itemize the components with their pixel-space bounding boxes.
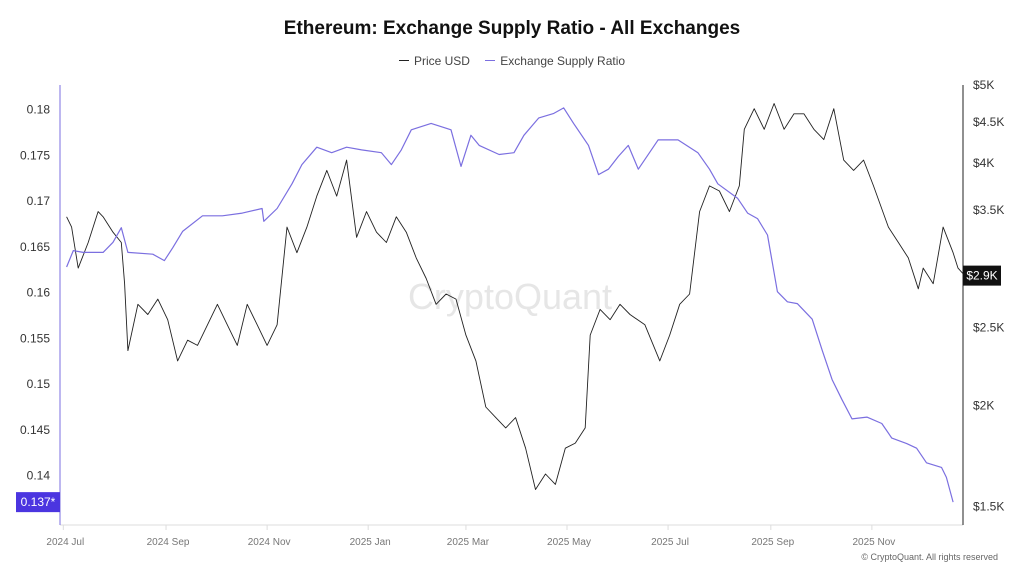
legend-item-supply-ratio[interactable]: Exchange Supply Ratio — [485, 54, 625, 68]
left-tick-label: 0.15 — [27, 377, 51, 391]
x-tick-label: 2024 Nov — [248, 537, 291, 548]
x-tick-label: 2025 Mar — [447, 537, 490, 548]
left-tick-label: 0.165 — [20, 240, 50, 254]
left-current-label: 0.137* — [21, 495, 56, 509]
legend-swatch-supply-ratio — [485, 60, 496, 61]
x-tick-label: 2025 May — [547, 537, 591, 548]
right-tick-label: $3.5K — [973, 203, 1004, 217]
exchange-supply-ratio-line — [66, 107, 954, 503]
legend-item-price[interactable]: Price USD — [398, 53, 470, 68]
x-tick-label: 2025 Sep — [751, 537, 794, 548]
x-tick-label: 2025 Jan — [350, 537, 391, 548]
chart-title: Ethereum: Exchange Supply Ratio - All Ex… — [283, 18, 741, 39]
x-tick-label: 2025 Jul — [651, 537, 689, 548]
legend-label-price: Price USD — [413, 53, 470, 68]
right-tick-label: $2K — [973, 399, 994, 413]
right-tick-label: $1.5K — [973, 499, 1004, 513]
right-tick-label: $4K — [973, 156, 994, 170]
x-tick-label: 2024 Jul — [46, 537, 84, 548]
price-usd-line — [66, 103, 966, 490]
left-tick-label: 0.18 — [27, 103, 51, 117]
left-tick-label: 0.155 — [20, 331, 50, 345]
legend-label-supply-ratio: Exchange Supply Ratio — [500, 53, 626, 68]
right-tick-label: $2.5K — [973, 321, 1004, 335]
left-tick-label: 0.16 — [27, 286, 51, 300]
right-tick-label: $4.5K — [973, 115, 1004, 129]
right-current-label: $2.9K — [966, 269, 997, 283]
right-tick-label: $5K — [973, 78, 994, 92]
left-tick-label: 0.14 — [27, 469, 51, 483]
left-tick-label: 0.175 — [20, 148, 50, 162]
left-tick-label: 0.145 — [20, 423, 50, 437]
x-tick-label: 2025 Nov — [852, 537, 895, 548]
x-tick-label: 2024 Sep — [147, 537, 190, 548]
copyright: © CryptoQuant. All rights reserved — [861, 552, 998, 562]
legend-swatch-price — [398, 60, 409, 61]
right-current-badge — [963, 265, 1001, 286]
watermark: CryptoQuant — [408, 276, 612, 317]
left-current-badge — [16, 492, 60, 513]
left-tick-label: 0.17 — [27, 194, 51, 208]
legend: Price USD Exchange Supply Ratio — [0, 50, 1024, 68]
